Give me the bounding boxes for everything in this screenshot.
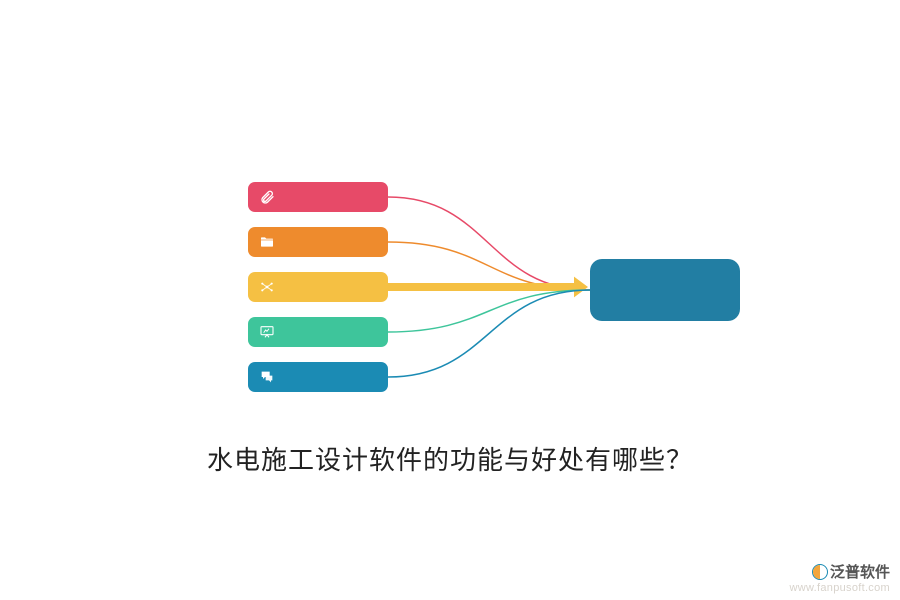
- watermark-logo-icon: [812, 564, 828, 580]
- target-node: [590, 259, 740, 321]
- paperclip-icon: [258, 188, 276, 206]
- mindmap-diagram: 水电施工设计软件的功能与好处有哪些？ 泛普软件 www.fanpusoft.co…: [0, 0, 900, 600]
- source-node-folder: [248, 227, 388, 257]
- title-text: 水电施工设计软件的功能与好处有哪些？: [207, 445, 693, 475]
- source-node-network: [248, 272, 388, 302]
- source-node-chat: [248, 362, 388, 392]
- source-node-board: [248, 317, 388, 347]
- watermark-brand: 泛普软件: [790, 561, 890, 582]
- watermark-brand-text: 泛普软件: [830, 561, 890, 582]
- folder-icon: [258, 233, 276, 251]
- board-icon: [258, 323, 276, 341]
- watermark-url: www.fanpusoft.com: [790, 582, 890, 594]
- chat-icon: [258, 368, 276, 386]
- source-node-paperclip: [248, 182, 388, 212]
- watermark: 泛普软件 www.fanpusoft.com: [790, 561, 890, 594]
- connector-arrow: [388, 277, 588, 298]
- diagram-title: 水电施工设计软件的功能与好处有哪些？: [0, 440, 900, 477]
- connector-line: [388, 290, 590, 377]
- connector-line: [388, 242, 590, 290]
- connector-line: [388, 290, 590, 332]
- connector-lines: [0, 0, 900, 600]
- network-icon: [258, 278, 276, 296]
- connector-line: [388, 197, 590, 290]
